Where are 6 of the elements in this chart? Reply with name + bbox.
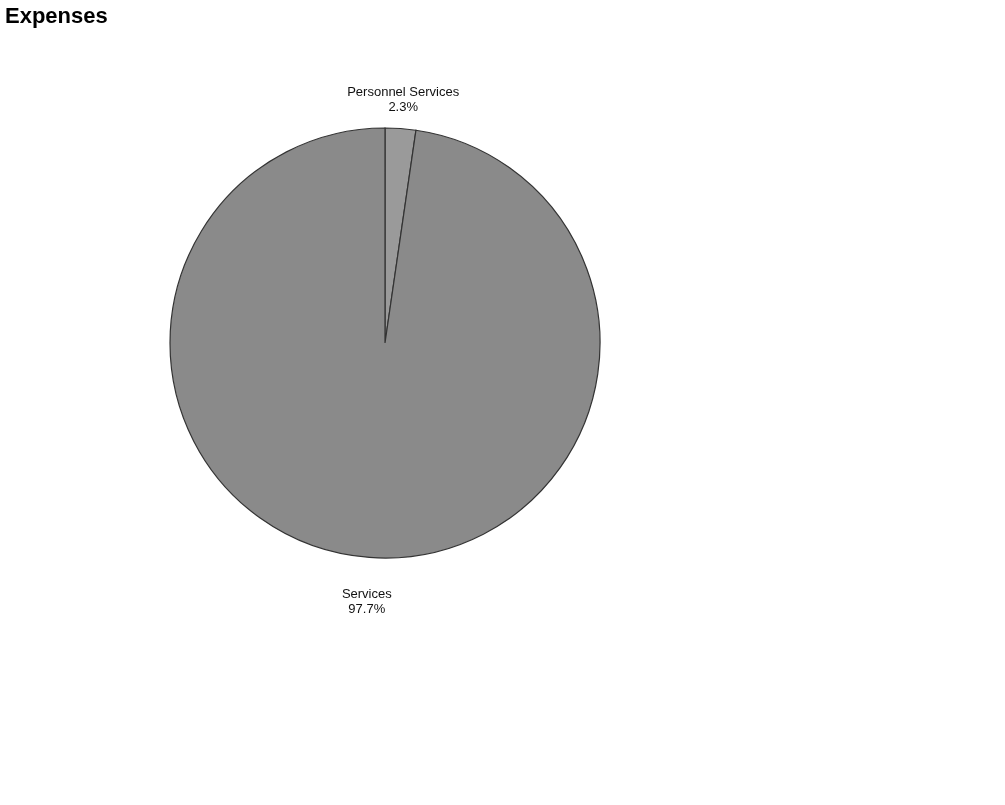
pie-slice — [169, 127, 601, 559]
data-label: 2.3% — [388, 98, 419, 114]
chart-title: Expenses — [5, 3, 108, 28]
data-label: 97.7% — [348, 601, 386, 617]
slice-label: Services — [341, 586, 393, 602]
slice-label: Personnel Services — [347, 83, 460, 99]
